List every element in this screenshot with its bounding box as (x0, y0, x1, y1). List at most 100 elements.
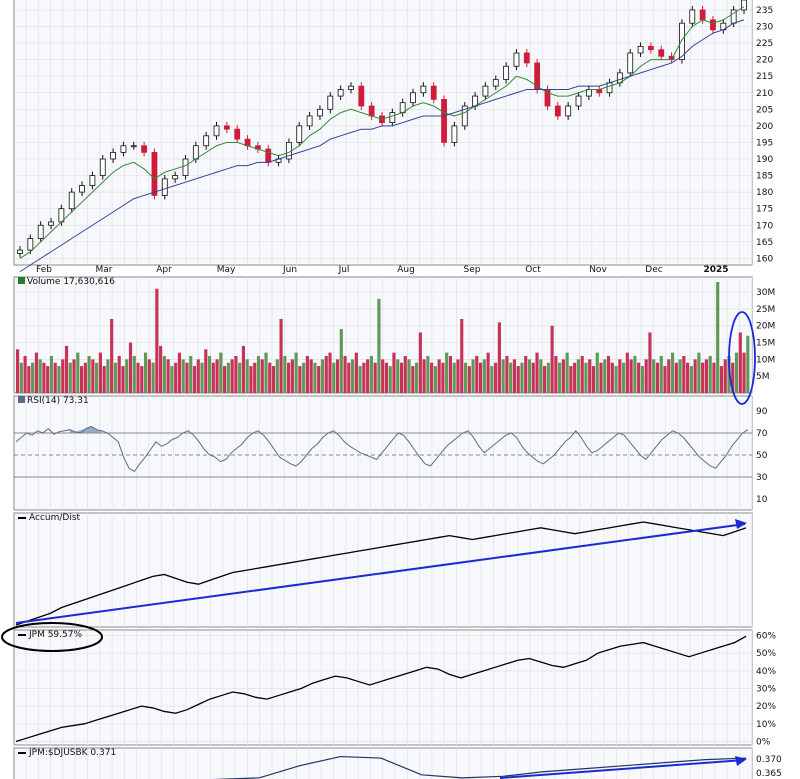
volume-bar (249, 366, 253, 393)
volume-bar (388, 366, 392, 393)
volume-bar (674, 362, 678, 393)
y-tick-label: 0% (756, 737, 771, 747)
volume-bar (652, 359, 656, 393)
y-tick-label: 60% (756, 632, 776, 642)
y-tick-label: 30 (756, 473, 768, 483)
candle-body (689, 9, 696, 24)
volume-bar (155, 288, 159, 393)
y-tick-label: 15M (756, 339, 775, 349)
x-tick-label: Jul (338, 265, 350, 275)
volume-bar (98, 352, 102, 393)
candle-body (213, 125, 220, 137)
volume-bar (542, 366, 547, 393)
volume-bar (61, 359, 65, 393)
candle-body (151, 151, 158, 196)
volume-bar (697, 352, 701, 393)
volume-bar (313, 362, 317, 393)
volume-bar (539, 359, 543, 393)
volume-bar (682, 356, 686, 393)
candle-body (699, 9, 706, 21)
volume-bar (584, 362, 588, 393)
volume-bar (670, 352, 675, 393)
volume-bar (655, 362, 660, 393)
volume-bar (550, 325, 554, 393)
volume-bar (256, 356, 261, 393)
volume-bar (546, 362, 550, 393)
y-tick-label: 40% (756, 667, 776, 677)
volume-bar (207, 356, 212, 393)
candle-body (48, 221, 54, 226)
trend-arrow-head (735, 519, 747, 529)
volume-bar (302, 362, 306, 393)
rsi-line (15, 425, 749, 473)
y-tick-label: 170 (756, 221, 773, 231)
volume-bar (369, 356, 373, 393)
candle-body (565, 105, 572, 117)
volume-bar (392, 352, 396, 393)
y-tick-label: 90 (756, 407, 768, 417)
candle-body (658, 49, 665, 57)
candle-body (368, 105, 375, 117)
volume-bar (426, 356, 430, 393)
candle-body (451, 125, 458, 143)
volume-bar (377, 298, 381, 393)
y-tick-label: 190 (756, 155, 773, 165)
volume-bar (678, 359, 682, 393)
volume-bar (241, 345, 246, 393)
volume-bar (298, 366, 302, 393)
candle-body (575, 95, 582, 107)
x-tick-label: 2025 (703, 265, 728, 275)
volume-bar (576, 359, 581, 393)
volume-bar (42, 362, 46, 393)
volume-bar (704, 359, 708, 393)
volume-bar (234, 356, 238, 393)
volume-bar (373, 362, 377, 393)
volume-bar (335, 359, 340, 393)
volume-bar (497, 322, 501, 393)
y-tick-label: 10M (756, 355, 775, 365)
volume-bar (490, 366, 494, 393)
volume-bar (614, 366, 618, 393)
volume-bar (245, 359, 249, 393)
y-tick-label: 175 (756, 205, 773, 215)
volume-bar (633, 356, 637, 393)
volume-bar (64, 345, 69, 393)
volume-bar (166, 359, 170, 393)
volume-bar (595, 352, 599, 393)
candle-body (203, 135, 210, 147)
candle-body (741, 0, 747, 11)
volume-bar (283, 356, 287, 393)
candle-body (358, 85, 365, 107)
volume-bar (734, 352, 739, 393)
volume-bar (351, 359, 355, 393)
volume-bar (535, 352, 539, 393)
volume-bar (339, 329, 343, 393)
volume-bar (482, 359, 486, 393)
y-tick-label: 210 (756, 89, 773, 99)
candle-body (79, 185, 85, 193)
volume-bar (223, 366, 227, 393)
volume-bar (189, 356, 193, 393)
volume-bar (516, 366, 520, 393)
volume-bar (475, 356, 479, 393)
x-tick-label: Apr (156, 265, 172, 275)
volume-bar (320, 359, 325, 393)
volume-bar (527, 359, 532, 393)
volume-bar (23, 356, 27, 393)
y-tick-label: 0.370 (756, 755, 782, 765)
y-tick-label: 30% (756, 685, 776, 695)
candle-body (306, 115, 313, 127)
y-tick-label: 50% (756, 649, 776, 659)
volume-bar (140, 366, 144, 393)
volume-bar (663, 366, 667, 393)
volume-bar (618, 359, 622, 393)
volume-bar (403, 356, 407, 393)
volume-bar (667, 359, 671, 393)
x-tick-label: Dec (645, 265, 662, 275)
volume-bar (68, 362, 72, 393)
trend-arrow-head (735, 756, 747, 766)
volume-bar (723, 359, 727, 393)
volume-bar (407, 359, 411, 393)
accum-dist-line (15, 521, 747, 626)
